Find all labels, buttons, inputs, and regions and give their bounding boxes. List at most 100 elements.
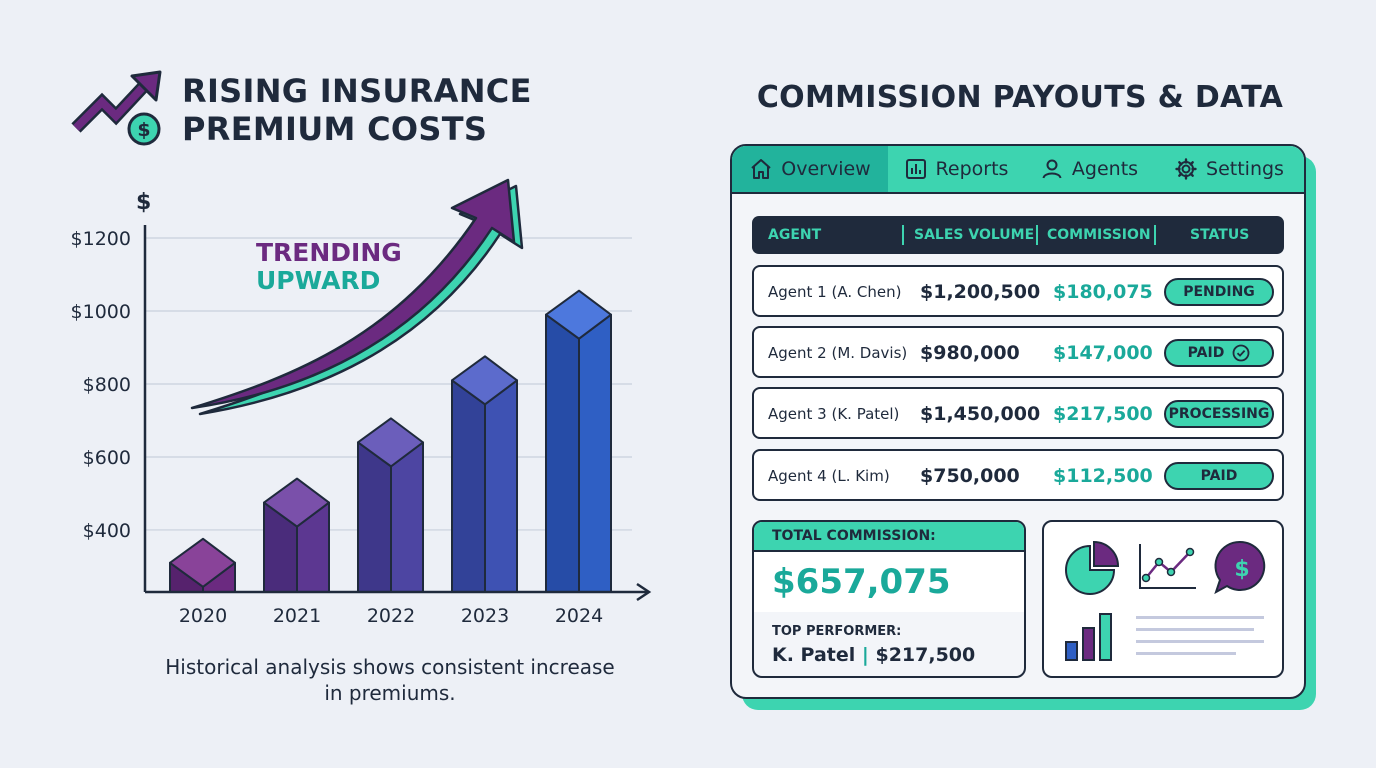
sales-volume: $1,450,000 <box>920 403 1041 425</box>
gear-icon <box>1175 158 1197 180</box>
bar-2020 <box>169 537 236 593</box>
x-axis-arrow <box>636 582 652 602</box>
col-agent: AGENT <box>768 227 822 243</box>
top-performer-name: K. Patel <box>772 644 856 666</box>
chart-title-line2: PREMIUM COSTS <box>182 110 488 148</box>
col-commission: COMMISSION <box>1047 227 1151 243</box>
tab-overview-label: Overview <box>781 158 871 180</box>
agent-name: Agent 4 (L. Kim) <box>768 467 890 485</box>
agent-name: Agent 2 (M. Davis) <box>768 344 908 362</box>
status-label: PROCESSING <box>1168 406 1270 422</box>
y-tick-label: $800 <box>83 374 131 396</box>
home-icon <box>751 159 771 179</box>
tab-overview[interactable]: Overview <box>732 146 888 192</box>
x-tick-label: 2020 <box>179 605 227 627</box>
dashboard-title: COMMISSION PAYOUTS & DATA <box>756 80 1284 115</box>
total-commission-card: TOTAL COMMISSION: $657,075 TOP PERFORMER… <box>752 520 1026 678</box>
table-row[interactable]: Agent 1 (A. Chen) $1,200,500 $180,075 PE… <box>752 265 1284 317</box>
svg-text:$: $ <box>137 119 150 141</box>
total-commission-value: $657,075 <box>772 562 951 602</box>
sales-volume: $1,200,500 <box>920 281 1041 303</box>
tab-reports[interactable]: Reports <box>888 146 1024 192</box>
commission-amount: $112,500 <box>1053 465 1153 487</box>
top-performer-separator: | <box>861 644 869 666</box>
trend-money-icon: $ <box>71 70 162 146</box>
total-commission-panel: $657,075 <box>754 552 1024 612</box>
svg-text:$: $ <box>1234 557 1249 582</box>
x-tick-label: 2024 <box>555 605 603 627</box>
header-divider <box>1036 225 1038 245</box>
bar-front-face <box>545 313 580 593</box>
line-chart-icon <box>1139 544 1196 589</box>
status-badge: PAID <box>1164 339 1274 367</box>
x-tick-label: 2022 <box>367 605 415 627</box>
y-tick-label: $600 <box>83 447 131 469</box>
bar-2022 <box>357 417 424 593</box>
status-badge: PENDING <box>1164 278 1274 306</box>
x-tick-label: 2021 <box>273 605 321 627</box>
bar-top-face <box>357 417 424 468</box>
col-status: STATUS <box>1190 227 1250 243</box>
table-row[interactable]: Agent 4 (L. Kim) $750,000 $112,500 PAID <box>752 449 1284 501</box>
bar-chart-icon <box>905 159 926 179</box>
top-performer-label: TOP PERFORMER: <box>772 624 902 639</box>
y-tick-label: $1000 <box>71 301 131 323</box>
tab-settings[interactable]: Settings <box>1154 146 1304 192</box>
pie-chart-icon <box>1065 540 1120 595</box>
bar-side-face <box>390 441 424 593</box>
text-lines-icon <box>1136 616 1264 655</box>
header-divider <box>902 225 904 245</box>
trend-label-line1: TRENDING <box>256 238 402 267</box>
analytics-icons: $ <box>1065 540 1266 661</box>
mini-bar-chart-icon <box>1065 613 1112 661</box>
status-label: PAID <box>1187 345 1225 361</box>
header-divider <box>1154 225 1156 245</box>
total-commission-label: TOTAL COMMISSION: <box>754 522 1024 552</box>
bar-top-face <box>545 289 612 340</box>
analytics-icons-card: $ <box>1042 520 1284 678</box>
bar-top-face <box>169 537 236 588</box>
check-circle-icon <box>1232 344 1250 362</box>
commission-amount: $147,000 <box>1053 342 1153 364</box>
commission-amount: $180,075 <box>1053 281 1153 303</box>
status-label: PAID <box>1200 468 1238 484</box>
table-row[interactable]: Agent 2 (M. Davis) $980,000 $147,000 PAI… <box>752 326 1284 378</box>
y-axis-label: $ <box>136 190 151 215</box>
chart-title: RISING INSURANCE PREMIUM COSTS <box>182 72 532 148</box>
bar-top-face <box>263 477 330 528</box>
premium-bar-chart: $400 $600 $800 $1000 $1200 2020 2021 2022 2023 2… <box>71 178 652 627</box>
col-sales-volume: SALES VOLUME <box>914 227 1035 243</box>
bar-side-face <box>578 313 612 593</box>
agent-name: Agent 1 (A. Chen) <box>768 283 902 301</box>
tab-bar: Overview Reports Agents Settings <box>732 146 1304 194</box>
y-tick-label: $400 <box>83 520 131 542</box>
bar-top-face <box>451 355 518 406</box>
top-performer-amount: $217,500 <box>875 644 976 666</box>
agent-name: Agent 3 (K. Patel) <box>768 405 900 423</box>
chart-title-line1: RISING INSURANCE <box>182 72 532 110</box>
status-label: PENDING <box>1183 284 1255 300</box>
commission-dashboard: Overview Reports Agents Settings <box>730 144 1306 699</box>
y-tick-label: $1200 <box>71 228 131 250</box>
chart-caption: Historical analysis shows consistent inc… <box>130 654 650 706</box>
top-performer-value: K. Patel | $217,500 <box>772 644 975 666</box>
tab-agents-label: Agents <box>1071 158 1139 180</box>
bar-side-face <box>484 379 518 593</box>
commission-amount: $217,500 <box>1053 403 1153 425</box>
caption-line2: in premiums. <box>324 681 456 705</box>
trend-arrow <box>190 178 524 416</box>
table-row[interactable]: Agent 3 (K. Patel) $1,450,000 $217,500 P… <box>752 387 1284 439</box>
tab-reports-label: Reports <box>935 158 1009 180</box>
table-header: AGENT SALES VOLUME COMMISSION STATUS <box>752 216 1284 254</box>
dollar-chat-icon: $ <box>1214 540 1266 595</box>
caption-line1: Historical analysis shows consistent inc… <box>165 655 615 679</box>
x-tick-label: 2023 <box>461 605 509 627</box>
bar-2021 <box>263 477 330 593</box>
trend-label-line2: UPWARD <box>256 266 380 295</box>
sales-volume: $750,000 <box>920 465 1020 487</box>
bar-2024 <box>545 289 612 593</box>
status-badge: PAID <box>1164 462 1274 490</box>
bar-2023 <box>451 355 518 593</box>
tab-agents[interactable]: Agents <box>1024 146 1154 192</box>
sales-volume: $980,000 <box>920 342 1020 364</box>
